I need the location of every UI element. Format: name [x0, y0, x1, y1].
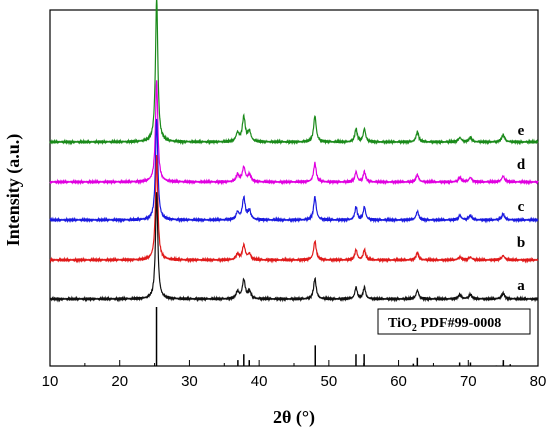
- x-tick-label: 50: [321, 373, 338, 390]
- x-tick-label: 20: [111, 373, 128, 390]
- series-line-e: [49, 0, 539, 146]
- reference-legend-label: TiO2 PDF#99-0008: [388, 316, 501, 334]
- x-tick-label: 80: [530, 373, 547, 390]
- series-label-b: b: [517, 235, 525, 251]
- x-tick-label: 60: [390, 373, 407, 390]
- reference-legend-box: TiO2 PDF#99-0008: [377, 308, 531, 335]
- series-group: [49, 0, 539, 303]
- series-line-a: [49, 192, 539, 303]
- reference-legend-frame: [377, 308, 531, 335]
- series-label-e: e: [518, 123, 525, 139]
- series-line-b: [49, 154, 539, 264]
- x-axis-title: 2θ (°): [273, 407, 315, 428]
- series-label-d: d: [517, 157, 526, 173]
- series-label-a: a: [517, 278, 525, 294]
- x-tick-label: 40: [251, 373, 268, 390]
- x-tick-label: 10: [42, 373, 59, 390]
- x-tick-label: 70: [460, 373, 477, 390]
- x-axis: 10 20 30 40 50 60 70 80: [42, 360, 547, 390]
- series-label-c: c: [518, 199, 525, 215]
- series-line-d: [49, 80, 539, 186]
- series-labels: e d c b a: [517, 123, 526, 294]
- series-line-c: [49, 118, 539, 224]
- x-tick-label: 30: [181, 373, 198, 390]
- reference-pattern: [155, 307, 512, 366]
- y-axis-title: Intensity (a.u.): [3, 134, 24, 247]
